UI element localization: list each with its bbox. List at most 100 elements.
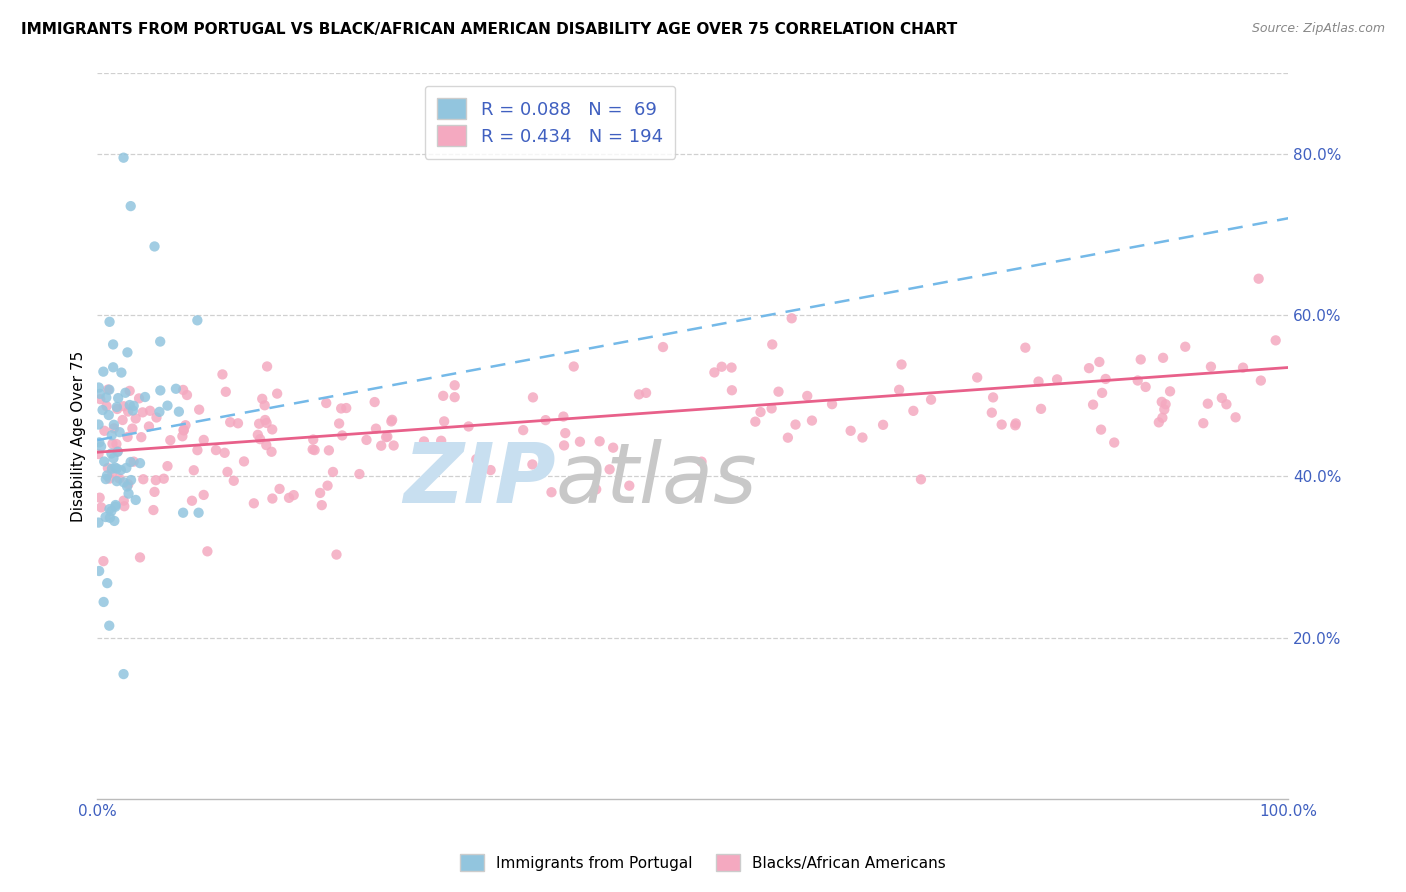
Point [139, 404, 162, 418]
Point [252, 392, 274, 406]
Point [1152, 410, 1174, 425]
Point [101, 461, 124, 475]
Point [104, 500, 127, 514]
Point [1199, 359, 1222, 374]
Point [1215, 397, 1237, 411]
Point [380, 414, 402, 428]
Point [138, 419, 160, 434]
Point [1211, 391, 1233, 405]
Point [443, 390, 465, 404]
Point [215, 384, 238, 399]
Point [121, 403, 143, 417]
Point [887, 383, 910, 397]
Point [110, 366, 132, 380]
Point [105, 400, 128, 414]
Point [636, 385, 658, 400]
Point [156, 399, 179, 413]
Point [260, 444, 283, 458]
Text: IMMIGRANTS FROM PORTUGAL VS BLACK/AFRICAN AMERICAN DISABILITY AGE OVER 75 CORREL: IMMIGRANTS FROM PORTUGAL VS BLACK/AFRICA… [21, 22, 957, 37]
Point [256, 416, 278, 430]
Point [1192, 416, 1215, 430]
Point [433, 414, 456, 428]
Point [980, 406, 1002, 420]
Point [112, 500, 135, 514]
Point [1159, 384, 1181, 399]
Point [217, 465, 239, 479]
Point [108, 425, 131, 439]
Point [125, 492, 148, 507]
Point [1029, 401, 1052, 416]
Point [785, 417, 807, 432]
Point [370, 439, 392, 453]
Point [176, 388, 198, 402]
Point [125, 411, 148, 425]
Point [1046, 372, 1069, 386]
Point [269, 482, 291, 496]
Point [690, 455, 713, 469]
Point [1152, 351, 1174, 365]
Point [187, 506, 209, 520]
Point [89, 491, 111, 505]
Point [363, 395, 385, 409]
Point [413, 434, 436, 449]
Point [167, 404, 190, 418]
Point [249, 432, 271, 446]
Point [309, 486, 332, 500]
Point [165, 382, 187, 396]
Point [89, 435, 111, 450]
Point [115, 461, 138, 475]
Point [117, 430, 139, 444]
Point [554, 426, 576, 441]
Point [104, 498, 127, 512]
Point [1102, 435, 1125, 450]
Point [89, 392, 111, 407]
Point [301, 442, 323, 457]
Point [256, 359, 278, 374]
Point [553, 409, 575, 424]
Point [97, 461, 120, 475]
Point [821, 397, 844, 411]
Point [129, 456, 152, 470]
Point [193, 433, 215, 447]
Point [93, 365, 115, 379]
Point [652, 340, 675, 354]
Point [100, 504, 122, 518]
Point [94, 472, 117, 486]
Point [534, 413, 557, 427]
Point [112, 475, 135, 490]
Y-axis label: Disability Age Over 75: Disability Age Over 75 [72, 351, 86, 522]
Point [1129, 352, 1152, 367]
Point [110, 463, 132, 477]
Point [100, 428, 122, 442]
Text: Source: ZipAtlas.com: Source: ZipAtlas.com [1251, 22, 1385, 36]
Point [112, 493, 135, 508]
Point [335, 401, 357, 415]
Point [91, 403, 114, 417]
Point [568, 434, 591, 449]
Point [430, 434, 453, 448]
Point [107, 445, 129, 459]
Point [540, 485, 562, 500]
Point [101, 466, 124, 480]
Point [1014, 341, 1036, 355]
Point [1081, 398, 1104, 412]
Point [619, 478, 641, 492]
Point [96, 576, 118, 591]
Point [761, 401, 783, 416]
Point [800, 414, 823, 428]
Point [356, 433, 378, 447]
Point [839, 424, 862, 438]
Point [214, 446, 236, 460]
Point [1225, 410, 1247, 425]
Point [457, 419, 479, 434]
Point [744, 415, 766, 429]
Point [910, 472, 932, 486]
Point [105, 461, 128, 475]
Point [1094, 372, 1116, 386]
Point [87, 417, 110, 432]
Point [381, 413, 404, 427]
Point [112, 151, 135, 165]
Point [262, 422, 284, 436]
Point [243, 496, 266, 510]
Point [118, 398, 141, 412]
